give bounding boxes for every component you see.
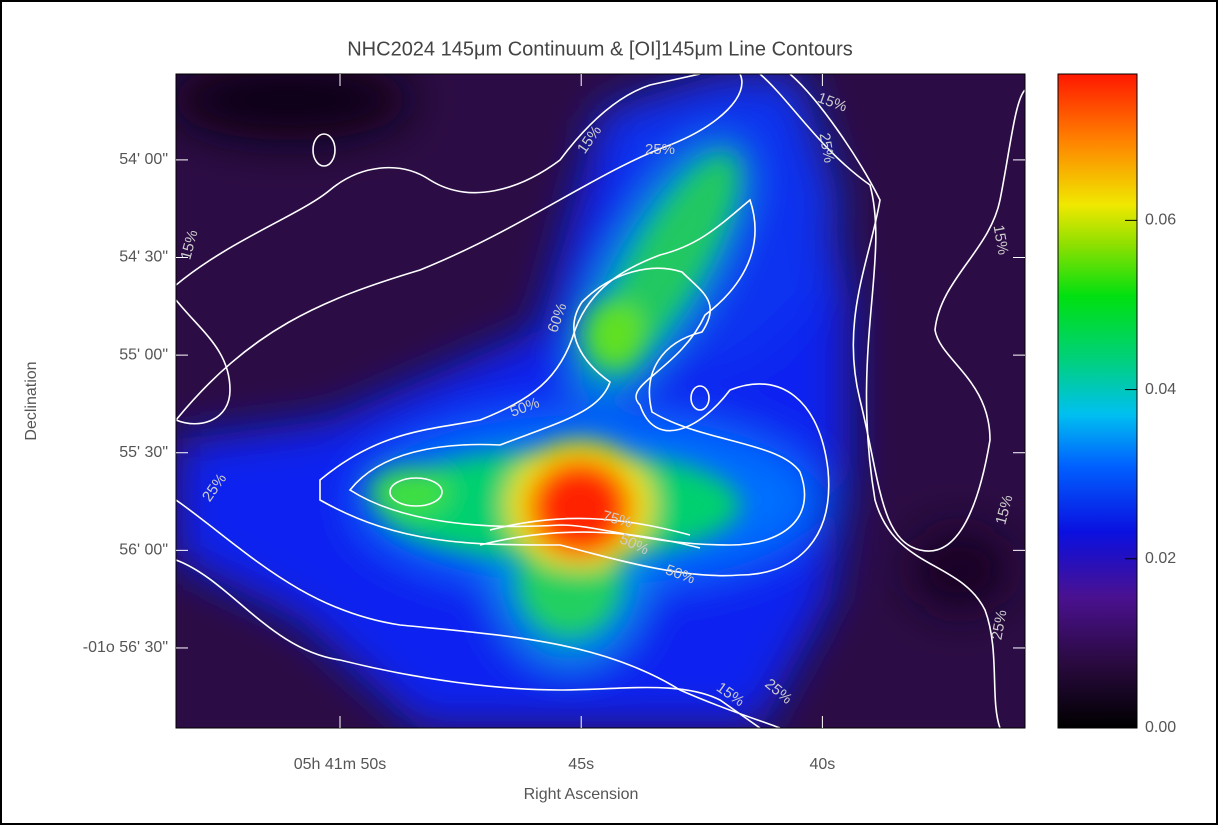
contour-label: 25% (645, 141, 675, 158)
colorbar-tick-label: 0.06 (1145, 212, 1176, 229)
colorbar-tick-label: 0.00 (1145, 719, 1176, 736)
figure: NHC2024 145μm Continuum & [OI]145μm Line… (0, 0, 1218, 825)
colorbar (1058, 74, 1137, 728)
chart-title: NHC2024 145μm Continuum & [OI]145μm Line… (347, 38, 853, 60)
y-tick-label: 54' 00" (119, 151, 168, 168)
x-tick-label: 40s (809, 756, 835, 773)
y-tick-label: 54' 30" (119, 249, 168, 266)
y-tick-label: 55' 30" (119, 444, 168, 461)
x-tick-label: 45s (568, 756, 594, 773)
x-tick-label: 05h 41m 50s (294, 756, 387, 773)
y-tick-label: 56' 00" (119, 542, 168, 559)
colorbar-tick-label: 0.04 (1145, 381, 1176, 398)
colorbar-tick-label: 0.02 (1145, 550, 1176, 567)
x-axis-label: Right Ascension (524, 786, 639, 803)
y-axis-label: Declination (23, 361, 40, 440)
y-tick-label: -01o 56' 30" (83, 639, 168, 656)
heatmap (170, 60, 1025, 728)
y-tick-label: 55' 00" (119, 346, 168, 363)
